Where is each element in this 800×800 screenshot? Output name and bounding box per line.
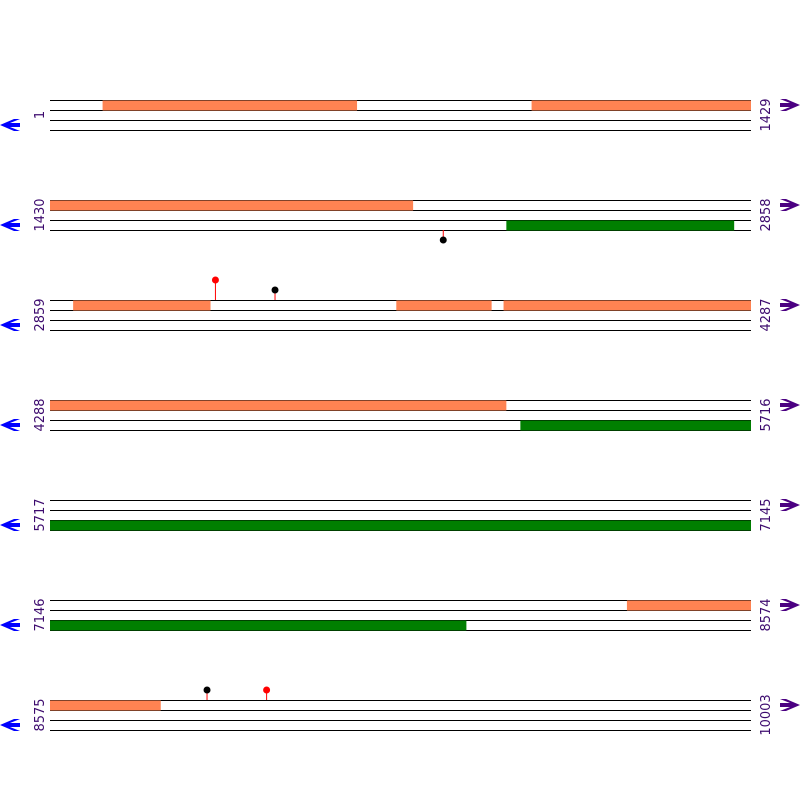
reverse-feature-bar [520,420,751,431]
reverse-arrow-icon [0,219,20,231]
forward-feature-bar [50,400,507,411]
reverse-arrow-icon [0,419,20,431]
forward-arrow-icon [780,299,800,311]
end-position-label: 4287 [759,298,774,331]
end-position-label: 8574 [759,598,774,631]
marker-head [439,236,447,244]
start-position-label: 4288 [33,398,48,431]
sequence-row: 2859 4287 [0,276,800,332]
end-position-label: 1429 [759,98,774,131]
start-position-label: 1 [33,111,48,119]
forward-feature-bar [503,300,751,311]
end-position-label: 10003 [759,694,774,735]
sequence-row: 5717 7145 [0,498,800,532]
end-position-label: 7145 [759,498,774,531]
forward-feature-bar [50,200,414,211]
marker-head [263,686,271,694]
forward-feature-bar [50,700,161,711]
forward-feature-bar [102,100,358,111]
forward-arrow-icon [780,99,800,111]
end-position-label: 2858 [759,198,774,231]
forward-feature-bar [626,600,751,611]
start-position-label: 7146 [33,598,48,631]
reverse-arrow-icon [0,519,20,531]
marker-head [203,686,211,694]
sequence-row: 1 1429 [0,98,800,132]
forward-feature-bar [396,300,492,311]
reverse-arrow-icon [0,719,20,731]
reverse-feature-bar [506,220,735,231]
start-position-label: 2859 [33,298,48,331]
marker-head [271,286,279,294]
start-position-label: 5717 [33,498,48,531]
reverse-feature-bar [50,520,751,531]
start-position-label: 8575 [33,698,48,731]
reverse-arrow-icon [0,319,20,331]
sequence-row: 8575 10003 [0,686,800,736]
forward-arrow-icon [780,199,800,211]
start-position-label: 1430 [33,198,48,231]
forward-arrow-icon [780,499,800,511]
reverse-feature-bar [50,620,467,631]
marker-head [211,276,219,284]
forward-feature-bar [73,300,211,311]
forward-feature-bar [531,100,751,111]
forward-arrow-icon [780,599,800,611]
reverse-arrow-icon [0,119,20,131]
forward-arrow-icon [780,699,800,711]
reverse-arrow-icon [0,619,20,631]
sequence-row: 1430 2858 [0,198,800,244]
end-position-label: 5716 [759,398,774,431]
sequence-row: 4288 5716 [0,398,800,432]
sequence-rows: 1 1429 1430 2858 2859 4287 4288 5716 5717 7145 714… [0,98,800,736]
sequence-row: 7146 8574 [0,598,800,632]
forward-arrow-icon [780,399,800,411]
